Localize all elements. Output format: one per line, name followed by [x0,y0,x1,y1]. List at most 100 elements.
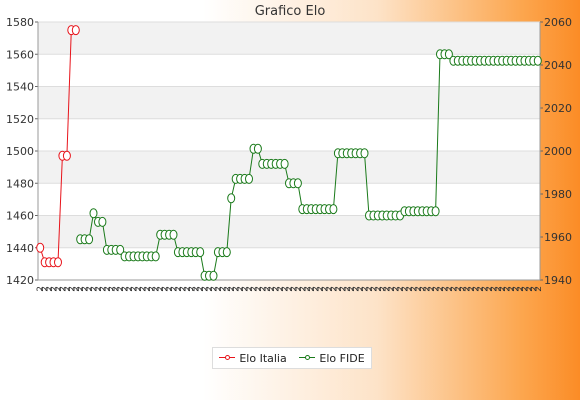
x-tick-label: 2 [174,286,184,292]
x-tick-label: 2 [472,286,482,292]
legend-item-fide: Elo FIDE [299,352,365,365]
x-tick-label: 2 [489,286,499,292]
x-tick-label: 2 [50,286,60,292]
x-tick-label: 2 [338,286,348,292]
x-tick-label: 2 [321,286,331,292]
x-tick-label: 2 [58,286,68,292]
legend-swatch-fide [299,354,316,362]
x-tick-label: 2 [134,286,144,292]
y-right-tick-label: 2040 [544,59,572,72]
data-point [89,208,98,219]
x-tick-label: 2 [374,286,384,292]
y-left-tick-label: 1420 [6,274,34,287]
x-tick-label: 2 [152,286,162,292]
x-tick-label: 2 [205,286,215,292]
x-tick-label: 2 [298,286,308,292]
y-right-tick-label: 2060 [544,16,572,29]
x-tick-label: 2 [307,286,317,292]
x-tick-label: 2 [365,286,375,292]
data-point [54,257,62,268]
x-tick-label: 2 [107,286,117,292]
data-point [227,193,236,204]
x-tick-label: 2 [401,286,411,292]
x-tick-label: 2 [423,286,433,292]
x-tick-label: 2 [125,286,135,292]
y-left-tick-label: 1480 [6,177,34,190]
x-tick-label: 2 [329,286,339,292]
x-tick-label: 2 [245,286,255,292]
data-point [253,143,262,154]
data-point [209,270,218,281]
y-right-tick-label: 2020 [544,102,572,115]
data-point [196,247,205,258]
data-point [360,148,369,159]
data-point [444,49,453,60]
x-tick-label: 2 [303,286,313,292]
x-tick-label: 2 [520,286,530,292]
x-tick-label: 2 [121,286,131,292]
x-tick-label: 2 [241,286,251,292]
x-tick-label: 2 [165,286,175,292]
x-tick-label: 2 [325,286,335,292]
data-point [245,173,253,184]
x-tick-label: 2 [72,286,82,292]
x-tick-label: 2 [480,286,490,292]
x-tick-label: 2 [378,286,388,292]
x-tick-label: 2 [396,286,406,292]
x-tick-label: 2 [534,286,544,292]
x-tick-label: 2 [183,286,193,292]
x-tick-label: 2 [285,286,295,292]
y-left-tick-label: 1440 [6,242,34,255]
legend-swatch-italia [219,354,236,362]
x-tick-label: 2 [476,286,486,292]
x-tick-label: 2 [263,286,273,292]
x-tick-label: 2 [223,286,233,292]
x-tick-label: 2 [272,286,282,292]
x-tick-label: 2 [258,286,268,292]
x-tick-label: 2 [449,286,459,292]
x-tick-label: 2 [507,286,517,292]
x-tick-label: 2 [187,286,197,292]
x-tick-label: 2 [440,286,450,292]
x-tick-label: 2 [63,286,73,292]
x-tick-label: 2 [436,286,446,292]
grid-band [38,86,540,119]
data-point [116,244,125,255]
x-tick-label: 2 [383,286,393,292]
x-tick-label: 2 [529,286,539,292]
grid-band [38,215,540,248]
x-tick-label: 2 [312,286,322,292]
x-tick-label: 2 [54,286,64,292]
x-tick-label: 2 [352,286,362,292]
x-tick-label: 2 [387,286,397,292]
y-left-tick-label: 1560 [6,48,34,61]
x-tick-label: 2 [463,286,473,292]
x-tick-label: 2 [138,286,148,292]
grid-band [38,22,540,55]
x-tick-label: 2 [94,286,104,292]
x-tick-label: 2 [41,286,51,292]
x-tick-label: 2 [343,286,353,292]
x-tick-label: 2 [409,286,419,292]
y-right-tick-label: 1980 [544,188,572,201]
x-tick-label: 2 [427,286,437,292]
chart-title: Grafico Elo [254,4,326,19]
x-tick-label: 2 [512,286,522,292]
x-tick-label: 2 [76,286,86,292]
y-right-tick-label: 1940 [544,274,572,287]
x-tick-label: 2 [418,286,428,292]
data-point [85,234,94,245]
x-tick-label: 2 [98,286,108,292]
x-tick-label: 2 [369,286,379,292]
x-tick-label: 2 [192,286,202,292]
data-point [431,206,440,217]
x-tick-label: 2 [209,286,219,292]
x-tick-label: 2 [334,286,344,292]
x-tick-label: 2 [458,286,468,292]
data-point [533,55,542,66]
x-tick-label: 2 [432,286,442,292]
data-point [293,178,302,189]
data-point [151,251,160,262]
x-tick-label: 2 [156,286,166,292]
